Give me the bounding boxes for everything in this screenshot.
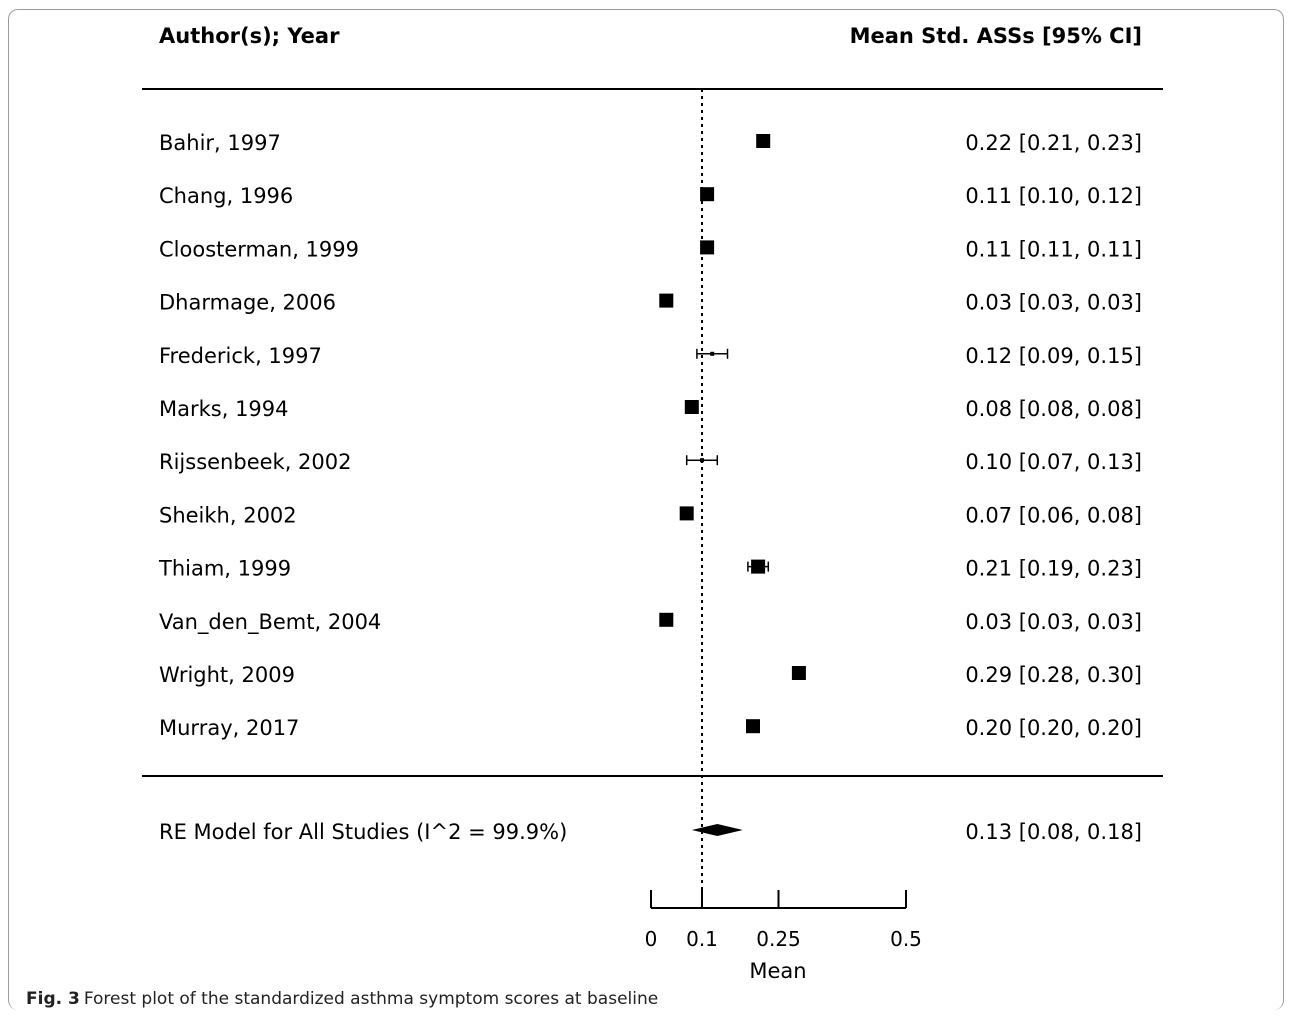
study-label: Murray, 2017	[159, 716, 299, 740]
study-marker	[700, 187, 715, 202]
study-label: Thiam, 1999	[158, 557, 291, 581]
figure-frame	[8, 9, 1284, 1010]
study-marker	[710, 351, 715, 356]
study-label: Wright, 2009	[159, 663, 295, 687]
study-ci-text: 0.12 [0.09, 0.15]	[965, 344, 1142, 368]
study-ci-text: 0.20 [0.20, 0.20]	[965, 716, 1142, 740]
study-ci-text: 0.03 [0.03, 0.03]	[965, 610, 1142, 634]
study-marker	[684, 400, 699, 414]
study-ci-text: 0.03 [0.03, 0.03]	[965, 291, 1142, 315]
left-column-header: Author(s); Year	[159, 24, 340, 48]
study-marker	[756, 134, 771, 148]
x-axis-label: Mean	[749, 959, 806, 983]
study-marker	[791, 666, 806, 680]
x-tick-label: 0	[645, 927, 658, 951]
study-marker	[746, 719, 760, 734]
study-ci-text: 0.22 [0.21, 0.23]	[965, 131, 1142, 155]
study-label: Frederick, 1997	[159, 344, 322, 368]
study-label: Rijssenbeek, 2002	[159, 450, 352, 474]
study-marker	[659, 612, 674, 627]
study-ci-text: 0.11 [0.10, 0.12]	[965, 184, 1142, 208]
summary-label: RE Model for All Studies (I^2 = 99.9%)	[159, 820, 567, 844]
study-marker	[700, 240, 715, 255]
forest-plot: Author(s); Year Mean Std. ASSs [95% CI] …	[142, 24, 1163, 983]
caption-text: Forest plot of the standardized asthma s…	[83, 989, 659, 1009]
study-ci-text: 0.29 [0.28, 0.30]	[965, 663, 1142, 687]
study-label: Bahir, 1997	[159, 131, 281, 155]
x-tick-label: 0.25	[756, 927, 801, 951]
right-column-header: Mean Std. ASSs [95% CI]	[850, 24, 1142, 48]
x-tick-label: 0.1	[686, 927, 718, 951]
x-tick-label: 0.5	[890, 927, 922, 951]
study-ci-text: 0.10 [0.07, 0.13]	[965, 450, 1142, 474]
study-label: Van_den_Bemt, 2004	[159, 610, 381, 635]
study-label: Chang, 1996	[159, 184, 293, 208]
study-marker	[679, 506, 694, 521]
study-label: Sheikh, 2002	[159, 503, 297, 527]
study-label: Cloosterman, 1999	[159, 237, 359, 261]
study-label: Dharmage, 2006	[159, 291, 336, 315]
study-ci-text: 0.21 [0.19, 0.23]	[965, 557, 1142, 581]
summary-ci-text: 0.13 [0.08, 0.18]	[965, 820, 1142, 844]
study-marker	[751, 559, 766, 574]
study-ci-text: 0.11 [0.11, 0.11]	[965, 237, 1142, 261]
study-ci-text: 0.08 [0.08, 0.08]	[965, 397, 1142, 421]
figure-number: Fig. 3	[26, 989, 80, 1009]
figure-caption: Fig. 3 Forest plot of the standardized as…	[26, 989, 658, 1009]
study-label: Marks, 1994	[159, 397, 289, 421]
summary-diamond	[691, 824, 743, 836]
study-ci-text: 0.07 [0.06, 0.08]	[965, 503, 1142, 527]
study-marker	[659, 293, 674, 308]
